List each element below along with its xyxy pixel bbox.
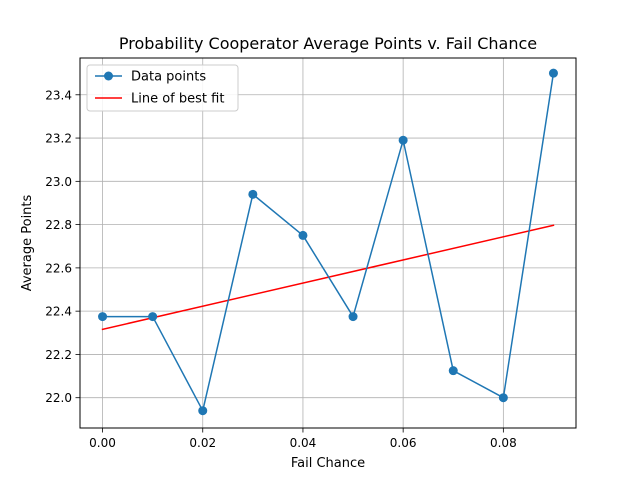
x-axis-label: Fail Chance bbox=[291, 456, 365, 471]
x-tick-label: 0.02 bbox=[189, 436, 216, 450]
y-tick-label: 23.2 bbox=[45, 132, 72, 146]
y-tick-label: 23.0 bbox=[45, 175, 72, 189]
legend-marker-data-points bbox=[104, 71, 113, 81]
data-point-marker bbox=[398, 135, 408, 145]
data-point-marker bbox=[348, 312, 358, 322]
grid bbox=[80, 58, 576, 428]
x-tick-label: 0.04 bbox=[290, 436, 317, 450]
x-tick-label: 0.00 bbox=[89, 436, 116, 450]
legend-box bbox=[86, 64, 239, 112]
data-point-marker bbox=[248, 189, 258, 199]
chart-title: Probability Cooperator Average Points v.… bbox=[119, 34, 537, 53]
x-axis-ticks: 0.00 0.02 0.04 0.06 0.08 bbox=[89, 428, 517, 450]
x-tick-label: 0.06 bbox=[390, 436, 417, 450]
legend: Data points Line of best fit bbox=[86, 64, 239, 112]
y-tick-label: 22.2 bbox=[45, 348, 72, 362]
y-tick-label: 22.0 bbox=[45, 391, 72, 405]
plot-area-frame bbox=[79, 57, 577, 429]
data-point-marker bbox=[298, 230, 308, 240]
y-tick-label: 23.4 bbox=[45, 88, 72, 102]
y-tick-label: 22.8 bbox=[45, 218, 72, 232]
y-tick-label: 22.4 bbox=[45, 305, 72, 319]
data-point-marker bbox=[98, 312, 108, 322]
x-tick-label: 0.08 bbox=[490, 436, 517, 450]
legend-label-data-points: Data points bbox=[131, 70, 206, 85]
y-axis-ticks: 22.0 22.2 22.4 22.6 22.8 23.0 23.2 23.4 bbox=[45, 88, 80, 405]
legend-label-best-fit: Line of best fit bbox=[131, 92, 224, 107]
y-axis-label: Average Points bbox=[20, 194, 35, 291]
data-point-marker bbox=[498, 393, 508, 403]
data-point-marker bbox=[548, 68, 558, 78]
y-tick-label: 22.6 bbox=[45, 261, 72, 275]
data-points-line bbox=[101, 72, 555, 412]
data-point-marker bbox=[198, 406, 208, 416]
data-series-layer bbox=[98, 68, 558, 416]
data-point-marker bbox=[148, 312, 158, 322]
data-point-marker bbox=[448, 366, 458, 376]
